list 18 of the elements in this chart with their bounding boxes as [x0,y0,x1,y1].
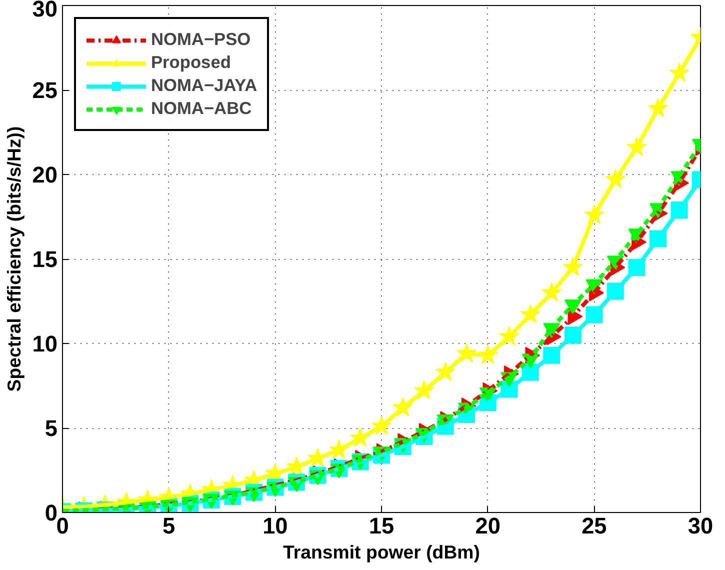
y-tick-label: 20 [32,162,58,188]
x-axis-title: Transmit power (dBm) [283,542,480,562]
y-tick-label: 5 [44,415,58,441]
y-axis-title: Spectral efficiency (bits/s/Hz)) [3,126,24,392]
legend-label: NOMA−PSO [151,29,251,50]
y-tick-label: 15 [32,246,58,272]
legend-label: NOMA−ABC [151,98,252,119]
y-tick-label: 30 [32,0,58,22]
x-tick-label: 20 [475,512,500,538]
legend-label: NOMA−JAYA [151,75,258,96]
legend-label: Proposed [151,52,231,73]
x-tick-label: 5 [162,512,176,538]
x-tick-label: 15 [368,512,394,538]
x-tick-label: 25 [582,512,607,538]
x-tick-label: 10 [262,512,288,538]
x-tick-label: 30 [688,512,714,538]
y-tick-label: 10 [32,330,58,356]
y-tick-label: 25 [32,77,58,103]
